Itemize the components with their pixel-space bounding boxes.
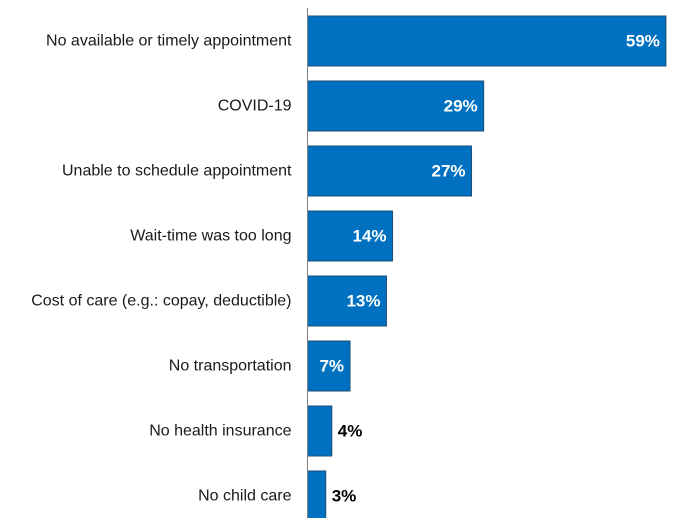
value-label: 4% (338, 422, 363, 441)
bar-7 (307, 405, 333, 457)
category-label: No available or timely appointment (46, 33, 292, 50)
value-label: 59% (626, 32, 660, 51)
value-label: 29% (444, 97, 478, 116)
bars-layer (307, 15, 667, 518)
category-label: No health insurance (149, 423, 291, 440)
bar-1 (307, 15, 667, 67)
category-label: Wait-time was too long (130, 228, 291, 245)
bar-3 (307, 145, 473, 197)
labels-layer: No available or timely appointment 59% COV… (31, 32, 660, 506)
value-label: 27% (431, 162, 465, 181)
category-label: No child care (198, 488, 291, 505)
bar-2 (307, 80, 485, 132)
value-label: 13% (346, 292, 380, 311)
value-label: 14% (353, 227, 387, 246)
bar-5 (307, 275, 387, 327)
category-label: No transportation (169, 358, 292, 375)
value-label: 3% (332, 487, 357, 506)
bar-4 (307, 210, 394, 262)
bar-8 (307, 470, 327, 518)
category-label: COVID-19 (218, 98, 292, 115)
value-label: 7% (319, 357, 344, 376)
bar-6 (307, 340, 351, 392)
category-label: Cost of care (e.g.: copay, deductible) (31, 293, 291, 310)
category-label: Unable to schedule appointment (62, 163, 292, 180)
